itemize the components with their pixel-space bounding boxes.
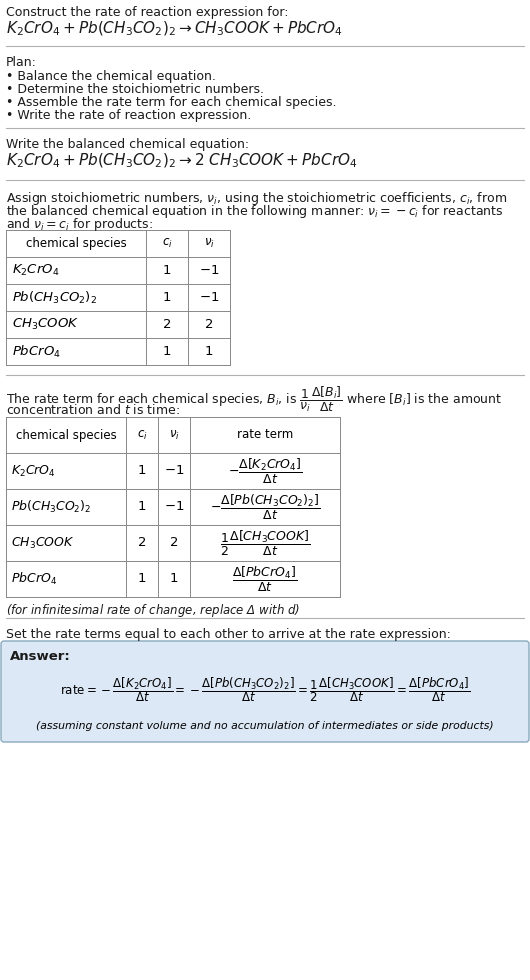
Text: 1: 1 [170, 572, 178, 585]
Text: 2: 2 [205, 318, 213, 331]
Text: $-1$: $-1$ [164, 501, 184, 514]
Text: Set the rate terms equal to each other to arrive at the rate expression:: Set the rate terms equal to each other t… [6, 628, 451, 641]
Text: $c_i$: $c_i$ [137, 428, 147, 442]
Text: $-1$: $-1$ [164, 465, 184, 477]
Text: • Assemble the rate term for each chemical species.: • Assemble the rate term for each chemic… [6, 96, 337, 109]
Text: $K_2CrO_4$: $K_2CrO_4$ [11, 464, 56, 478]
Text: 1: 1 [138, 501, 146, 514]
Text: the balanced chemical equation in the following manner: $\nu_i = -c_i$ for react: the balanced chemical equation in the fo… [6, 203, 503, 220]
Text: • Balance the chemical equation.: • Balance the chemical equation. [6, 70, 216, 83]
Text: $K_2CrO_4 + Pb(CH_3CO_2)_2 \rightarrow 2\ CH_3COOK + PbCrO_4$: $K_2CrO_4 + Pb(CH_3CO_2)_2 \rightarrow 2… [6, 152, 358, 171]
Text: (for infinitesimal rate of change, replace Δ with $d$): (for infinitesimal rate of change, repla… [6, 602, 300, 619]
Text: $K_2CrO_4 + Pb(CH_3CO_2)_2 \rightarrow CH_3COOK + PbCrO_4$: $K_2CrO_4 + Pb(CH_3CO_2)_2 \rightarrow C… [6, 20, 343, 38]
Text: Plan:: Plan: [6, 56, 37, 69]
Text: chemical species: chemical species [25, 237, 126, 250]
Text: Assign stoichiometric numbers, $\nu_i$, using the stoichiometric coefficients, $: Assign stoichiometric numbers, $\nu_i$, … [6, 190, 507, 207]
Text: $\mathrm{rate} = -\dfrac{\Delta[K_2CrO_4]}{\Delta t} = -\dfrac{\Delta[Pb(CH_3CO_: $\mathrm{rate} = -\dfrac{\Delta[K_2CrO_4… [60, 675, 470, 705]
Text: • Write the rate of reaction expression.: • Write the rate of reaction expression. [6, 109, 251, 122]
Text: • Determine the stoichiometric numbers.: • Determine the stoichiometric numbers. [6, 83, 264, 96]
Text: $\nu_i$: $\nu_i$ [204, 237, 215, 250]
Text: $-\dfrac{\Delta[K_2CrO_4]}{\Delta t}$: $-\dfrac{\Delta[K_2CrO_4]}{\Delta t}$ [228, 457, 302, 485]
Text: 2: 2 [170, 536, 178, 550]
Text: Write the balanced chemical equation:: Write the balanced chemical equation: [6, 138, 249, 151]
Text: $PbCrO_4$: $PbCrO_4$ [12, 343, 61, 360]
Text: $K_2CrO_4$: $K_2CrO_4$ [12, 263, 59, 278]
Text: Answer:: Answer: [10, 650, 70, 663]
Text: concentration and $t$ is time:: concentration and $t$ is time: [6, 403, 180, 417]
Text: $CH_3COOK$: $CH_3COOK$ [12, 317, 79, 332]
Text: 1: 1 [163, 264, 171, 277]
Text: 2: 2 [138, 536, 146, 550]
FancyBboxPatch shape [1, 641, 529, 742]
Text: 1: 1 [138, 572, 146, 585]
Text: rate term: rate term [237, 428, 293, 442]
Text: 1: 1 [205, 345, 213, 358]
Text: $Pb(CH_3CO_2)_2$: $Pb(CH_3CO_2)_2$ [11, 499, 92, 515]
Text: $\nu_i$: $\nu_i$ [169, 428, 180, 442]
Text: $Pb(CH_3CO_2)_2$: $Pb(CH_3CO_2)_2$ [12, 289, 97, 306]
Text: chemical species: chemical species [15, 428, 117, 442]
Text: and $\nu_i = c_i$ for products:: and $\nu_i = c_i$ for products: [6, 216, 153, 233]
Text: Construct the rate of reaction expression for:: Construct the rate of reaction expressio… [6, 6, 288, 19]
Text: $-1$: $-1$ [199, 264, 219, 277]
Text: 1: 1 [163, 345, 171, 358]
Text: (assuming constant volume and no accumulation of intermediates or side products): (assuming constant volume and no accumul… [36, 721, 494, 731]
Text: $CH_3COOK$: $CH_3COOK$ [11, 535, 75, 551]
Text: $-\dfrac{\Delta[Pb(CH_3CO_2)_2]}{\Delta t}$: $-\dfrac{\Delta[Pb(CH_3CO_2)_2]}{\Delta … [210, 493, 320, 521]
Text: $PbCrO_4$: $PbCrO_4$ [11, 571, 57, 587]
Text: $\dfrac{1}{2}\dfrac{\Delta[CH_3COOK]}{\Delta t}$: $\dfrac{1}{2}\dfrac{\Delta[CH_3COOK]}{\D… [220, 528, 310, 558]
Text: $-1$: $-1$ [199, 291, 219, 304]
Text: $\dfrac{\Delta[PbCrO_4]}{\Delta t}$: $\dfrac{\Delta[PbCrO_4]}{\Delta t}$ [232, 564, 298, 594]
Text: 1: 1 [138, 465, 146, 477]
Text: $c_i$: $c_i$ [162, 237, 172, 250]
Text: 1: 1 [163, 291, 171, 304]
Text: The rate term for each chemical species, $B_i$, is $\dfrac{1}{\nu_i}\dfrac{\Delt: The rate term for each chemical species,… [6, 385, 502, 415]
Text: 2: 2 [163, 318, 171, 331]
